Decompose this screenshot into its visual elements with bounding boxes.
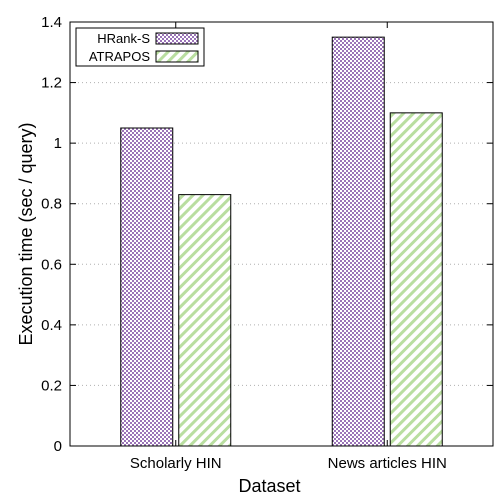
bars bbox=[120, 36, 443, 447]
y-tick-label: 1.4 bbox=[41, 14, 62, 31]
bar-atrapos-1 bbox=[389, 112, 443, 447]
y-tick-label: 1.2 bbox=[41, 75, 62, 92]
y-axis-ticks: 0 0.2 0.4 0.6 0.8 1 1.2 1.4 bbox=[41, 14, 493, 455]
legend-label: HRank-S bbox=[97, 31, 150, 46]
x-axis-ticks: Scholarly HIN News articles HIN bbox=[130, 22, 447, 472]
bar-atrapos-0 bbox=[178, 194, 232, 447]
y-tick-label: 1 bbox=[54, 135, 62, 152]
y-tick-label: 0.4 bbox=[41, 317, 62, 334]
legend-label: ATRAPOS bbox=[89, 49, 150, 64]
y-tick-label: 0 bbox=[54, 438, 62, 455]
legend-swatch bbox=[155, 50, 199, 63]
y-axis-label: Execution time (sec / query) bbox=[16, 122, 36, 345]
legend-swatch bbox=[155, 32, 199, 45]
x-tick-label: Scholarly HIN bbox=[130, 455, 222, 472]
y-tick-label: 0.8 bbox=[41, 196, 62, 213]
y-tick-label: 0.2 bbox=[41, 377, 62, 394]
y-tick-label: 0.6 bbox=[41, 256, 62, 273]
bar-hrank-s-1 bbox=[331, 36, 385, 447]
x-axis-label: Dataset bbox=[238, 476, 300, 496]
legend: HRank-S ATRAPOS bbox=[75, 27, 205, 67]
x-tick-label: News articles HIN bbox=[328, 455, 447, 472]
bar-hrank-s-0 bbox=[120, 127, 174, 447]
plot-frame bbox=[69, 21, 494, 447]
